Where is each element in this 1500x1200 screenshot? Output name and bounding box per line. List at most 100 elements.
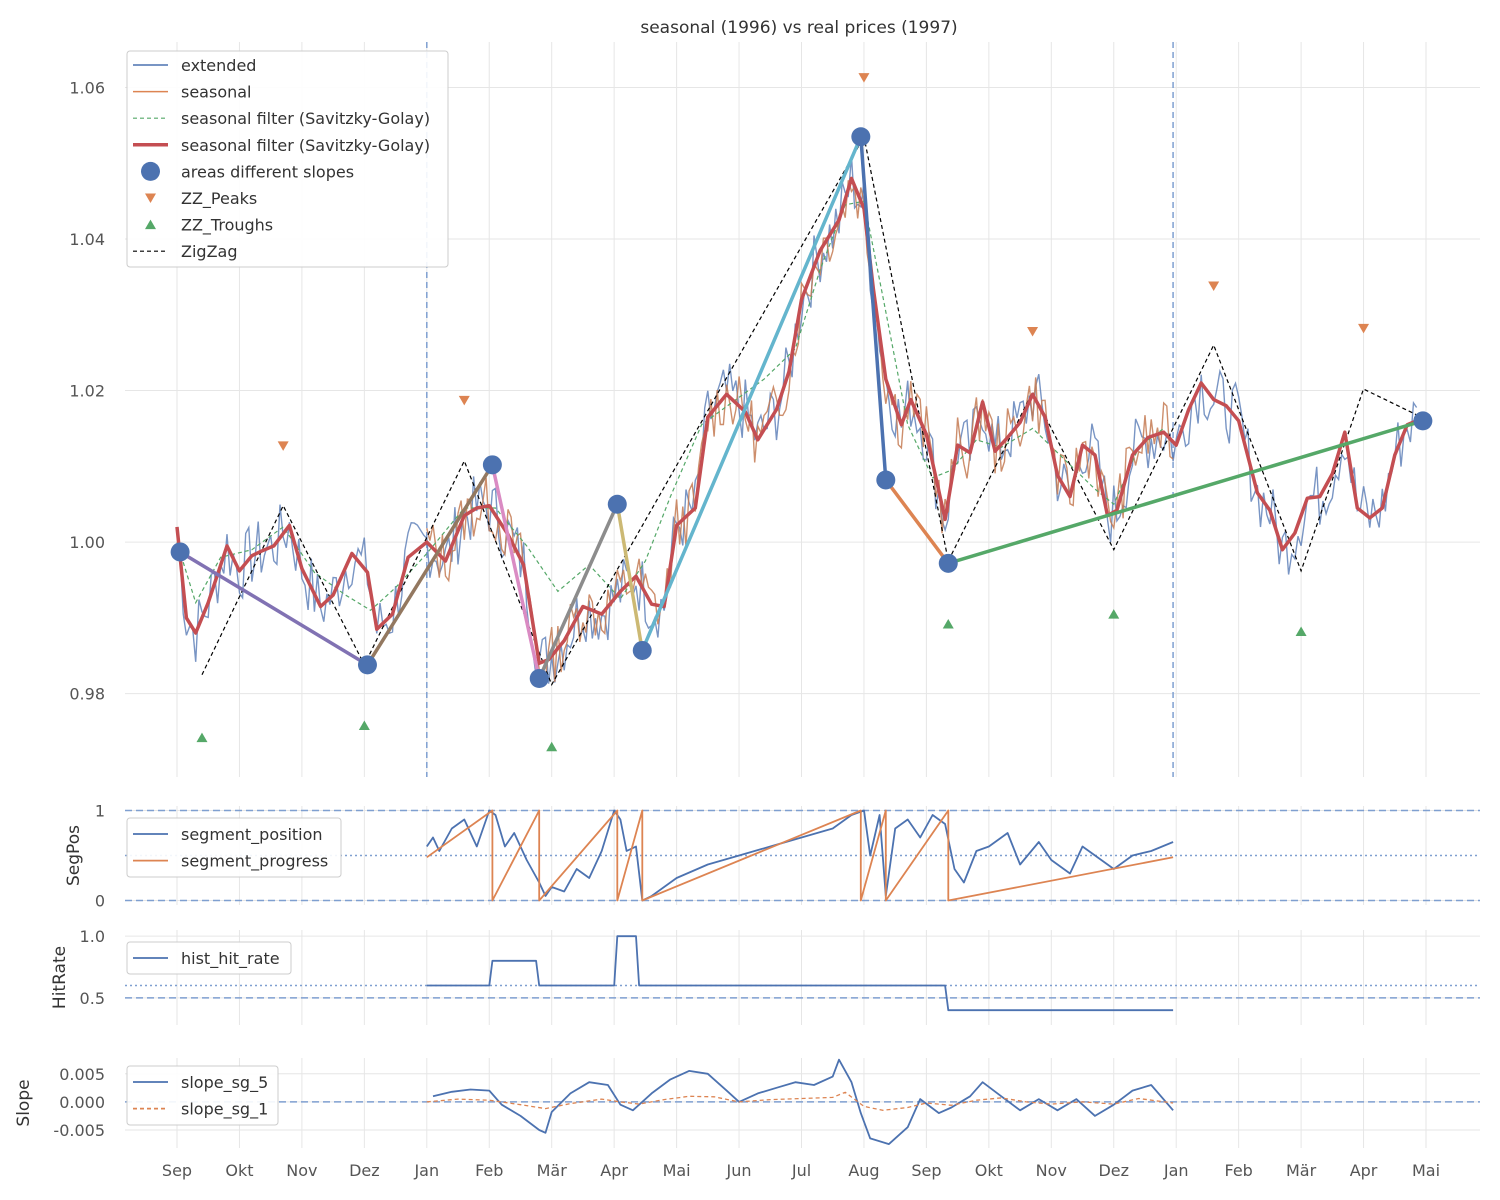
slope-segment-line xyxy=(537,502,620,681)
legend-swatch xyxy=(145,219,156,230)
zz-peak-marker xyxy=(277,441,289,451)
x-tick-label: Jan xyxy=(1163,1161,1189,1180)
y-tick-label: -0.005 xyxy=(53,1121,105,1140)
zz-peak-marker xyxy=(1358,323,1370,334)
zz-trough-marker xyxy=(196,732,208,743)
slope-area-point xyxy=(357,655,377,675)
chart-title: seasonal (1996) vs real prices (1997) xyxy=(640,18,957,38)
zz-peak-marker xyxy=(1027,326,1039,337)
y-axis-label: SegPos xyxy=(64,825,84,886)
slope-segment-line xyxy=(365,463,495,667)
x-tick-label: Feb xyxy=(475,1161,503,1180)
y-tick-label: 1.06 xyxy=(69,78,105,97)
series-hist_hit_rate xyxy=(426,935,1174,1012)
x-tick-label: Dez xyxy=(1098,1161,1129,1180)
zz-peak-marker xyxy=(458,395,470,406)
x-tick-label: Nov xyxy=(286,1161,317,1180)
slope-segment-line xyxy=(859,134,888,482)
x-axis-month-labels: Sep Okt Nov Dez Jan Feb Mär Apr Mai Jun Jul Aug Sep O… xyxy=(162,1161,1440,1180)
x-tick-label: Mai xyxy=(1412,1161,1440,1180)
legend-label: areas different slopes xyxy=(181,162,354,181)
panel-legend xyxy=(126,941,292,975)
legend-swatch xyxy=(145,193,156,203)
zz-trough-marker xyxy=(1108,609,1120,619)
series-slope_sg_5 xyxy=(432,1058,1174,1145)
x-tick-label: Apr xyxy=(1350,1161,1378,1180)
y-axis-label: HitRate xyxy=(50,946,70,1009)
y-tick-label: 1.04 xyxy=(69,230,105,249)
seasonal-filter-thick-line xyxy=(175,176,1421,666)
slope-area-point xyxy=(170,542,190,562)
zz-trough-marker xyxy=(358,720,370,730)
legend-label: seasonal filter (Savitzky-Golay) xyxy=(181,136,430,155)
slope-area-point xyxy=(482,455,502,475)
slope-segment-line xyxy=(640,134,863,653)
slope-segment-line xyxy=(884,478,951,566)
x-tick-label: Jul xyxy=(791,1161,811,1180)
y-tick-label: 0 xyxy=(95,892,105,911)
seasonal-line xyxy=(426,180,1174,682)
slope-area-point xyxy=(851,127,871,147)
slope-panel: 0.005 0.000 -0.005 Slope slope_sg_5 slope_sg_… xyxy=(14,1058,1480,1148)
x-tick-label: Sep xyxy=(911,1161,941,1180)
x-tick-label: Jun xyxy=(726,1161,752,1180)
legend-label: ZZ_Peaks xyxy=(181,189,257,209)
x-tick-label: Aug xyxy=(848,1161,879,1180)
x-tick-label: Sep xyxy=(162,1161,192,1180)
x-tick-label: Mär xyxy=(1286,1161,1317,1180)
zz-peak-marker xyxy=(858,73,870,83)
series-segment_position xyxy=(426,809,1174,902)
legend-label: hist_hit_rate xyxy=(181,949,280,969)
y-axis-label: Slope xyxy=(14,1079,34,1126)
zz-trough-marker xyxy=(942,618,954,629)
x-tick-label: Dez xyxy=(349,1161,380,1180)
main-legend xyxy=(126,50,449,268)
legend-label: extended xyxy=(181,56,256,75)
main-price-panel: 1.06 1.04 1.02 1.00 0.98 extended seasonal seas… xyxy=(69,42,1480,777)
zz-trough-marker xyxy=(546,741,558,752)
y-tick-label: 0.000 xyxy=(59,1093,105,1112)
y-tick-label: 0.5 xyxy=(80,989,105,1008)
slope-area-point xyxy=(632,640,652,660)
segment-panel: 1 0 SegPos segment_position segment_progress xyxy=(64,802,1480,911)
y-tick-label: 0.005 xyxy=(59,1065,105,1084)
x-tick-label: Nov xyxy=(1036,1161,1067,1180)
legend-label: ZigZag xyxy=(181,242,237,261)
x-tick-label: Mai xyxy=(663,1161,691,1180)
slope-area-point xyxy=(1413,411,1433,431)
seasonal-filter-dashed-line xyxy=(176,200,1165,612)
zz-trough-marker xyxy=(1295,626,1307,637)
x-tick-label: Feb xyxy=(1224,1161,1252,1180)
slope-area-point xyxy=(938,553,958,573)
slope-segment-line xyxy=(615,502,645,653)
slope-segment-line xyxy=(946,419,1425,566)
x-tick-label: Apr xyxy=(600,1161,628,1180)
legend-label: ZZ_Troughs xyxy=(181,216,273,236)
legend-label: segment_progress xyxy=(181,852,328,872)
x-tick-label: Mär xyxy=(537,1161,568,1180)
slope-segment-line xyxy=(490,463,541,681)
legend-label: slope_sg_1 xyxy=(181,1100,268,1120)
slope-area-point xyxy=(876,470,896,490)
slope-area-point xyxy=(607,494,627,514)
y-tick-label: 1.0 xyxy=(80,927,105,946)
slope-area-point xyxy=(529,668,549,688)
panel-legend xyxy=(126,1065,279,1126)
x-tick-label: Jan xyxy=(413,1161,439,1180)
slope-segment-line xyxy=(178,550,370,667)
y-tick-label: 1.02 xyxy=(69,382,105,401)
y-tick-label: 1 xyxy=(95,802,105,821)
legend-swatch xyxy=(141,161,160,181)
hitrate-panel: 1.0 0.5 HitRate hist_hit_rate xyxy=(50,927,1480,1025)
legend-label: seasonal filter (Savitzky-Golay) xyxy=(181,109,430,128)
series-segment_progress xyxy=(426,809,1174,902)
y-tick-label: 0.98 xyxy=(69,685,105,704)
x-tick-label: Okt xyxy=(225,1161,253,1180)
zz-peak-marker xyxy=(1208,281,1220,291)
legend-label: segment_position xyxy=(181,825,323,845)
series-slope_sg_1 xyxy=(426,1091,1174,1111)
x-tick-label: Okt xyxy=(975,1161,1003,1180)
panel-legend xyxy=(126,817,342,878)
y-tick-label: 1.00 xyxy=(69,533,105,552)
